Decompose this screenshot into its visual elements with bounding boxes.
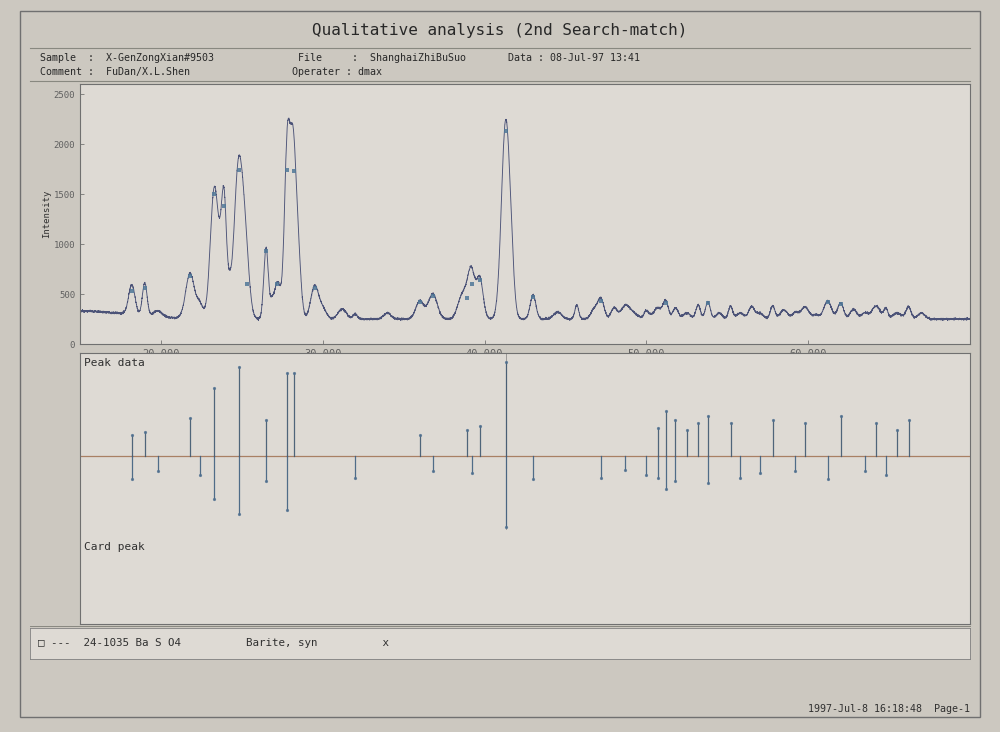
Text: □ ---  24-1035 Ba S O4          Barite, syn          x: □ --- 24-1035 Ba S O4 Barite, syn x bbox=[38, 638, 389, 649]
Text: 1997-Jul-8 16:18:48  Page-1: 1997-Jul-8 16:18:48 Page-1 bbox=[808, 703, 970, 714]
Text: Card peak: Card peak bbox=[84, 542, 145, 553]
Text: Qualitative analysis (2nd Search-match): Qualitative analysis (2nd Search-match) bbox=[312, 23, 688, 38]
Text: Peak data: Peak data bbox=[84, 358, 145, 368]
Text: Sample  :  X-GenZongXian#9503              File     :  ShanghaiZhiBuSuo       Da: Sample : X-GenZongXian#9503 File : Shang… bbox=[40, 53, 640, 63]
Text: Comment :  FuDan/X.L.Shen                 Operater : dmax: Comment : FuDan/X.L.Shen Operater : dmax bbox=[40, 67, 382, 78]
Y-axis label: Intensity: Intensity bbox=[42, 190, 51, 239]
